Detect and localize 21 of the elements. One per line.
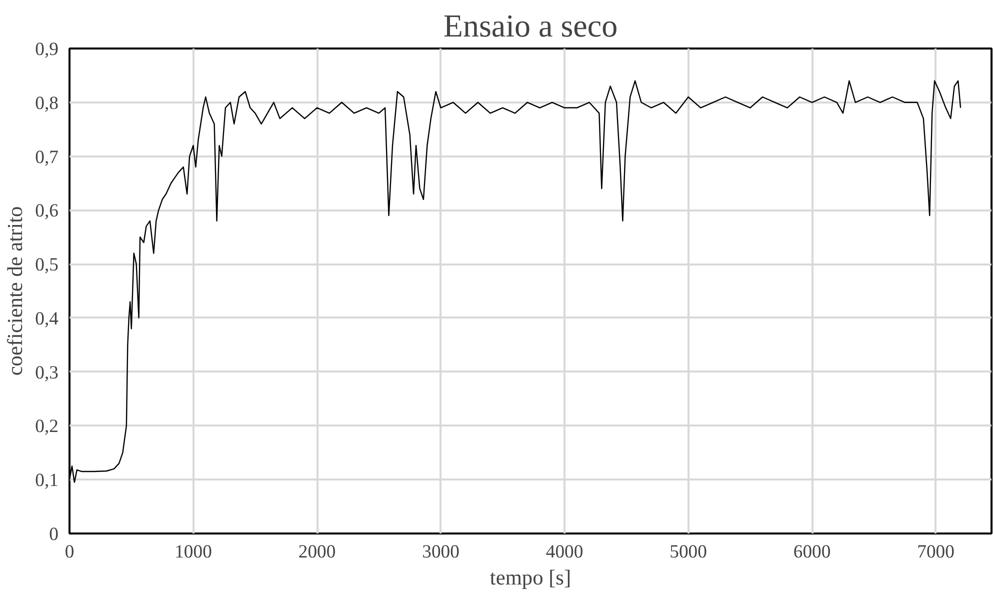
x-tick-label: 2000: [298, 542, 336, 562]
x-tick-label: 0: [64, 542, 74, 562]
y-tick-label: 0,7: [35, 146, 59, 168]
x-tick-label: 7000: [917, 542, 954, 562]
y-tick-label: 0,3: [35, 362, 59, 384]
y-tick-label: 0,6: [35, 200, 59, 222]
x-tick-label: 3000: [422, 542, 460, 562]
chart-title: Ensaio a seco: [443, 8, 618, 44]
x-tick-label: 4000: [546, 542, 584, 562]
y-tick-label: 0,1: [35, 470, 59, 492]
y-axis-title: coeficiente de atrito: [3, 206, 28, 376]
y-tick-label: 0: [49, 524, 58, 545]
x-tick-label: 6000: [793, 542, 831, 562]
x-tick-label: 5000: [670, 542, 707, 562]
y-tick-label: 0,9: [35, 39, 59, 60]
y-tick-label: 0,8: [35, 92, 59, 114]
y-tick-label: 0,2: [35, 416, 59, 438]
x-axis-title: tempo [s]: [490, 566, 572, 590]
y-tick-label: 0,4: [35, 308, 60, 330]
y-tick-label: 0,5: [35, 254, 59, 276]
x-tick-label: 1000: [174, 542, 212, 562]
